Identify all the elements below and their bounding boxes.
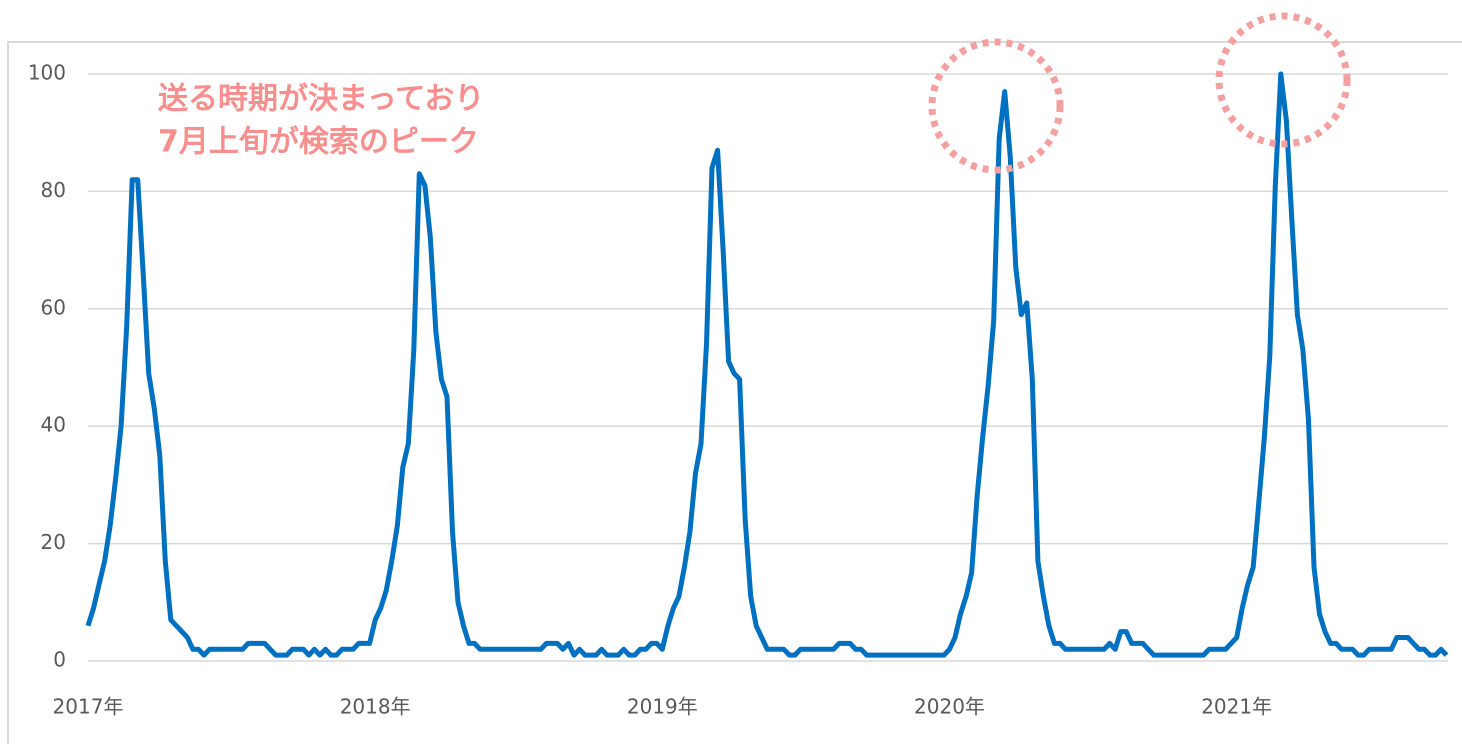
x-tick-label: 2019年: [627, 695, 698, 719]
y-tick-label: 0: [53, 648, 66, 672]
y-tick-label: 40: [41, 413, 66, 437]
annotation: 7月上旬が検索のピーク: [158, 125, 479, 160]
x-tick-label: 2020年: [914, 695, 985, 719]
y-tick-label: 80: [41, 178, 66, 202]
x-tick-label: 2018年: [340, 695, 411, 719]
y-tick-label: 60: [41, 295, 66, 319]
x-tick-label: 2021年: [1201, 695, 1272, 719]
line: [85, 71, 1449, 658]
highlight-circle: [928, 38, 1064, 174]
highlight-circle: [1215, 12, 1351, 148]
y-tick-label: 20: [41, 530, 66, 554]
x-tick-label: 2017年: [53, 695, 124, 719]
y-tick-label: 100: [28, 61, 66, 85]
chart-border: [7, 41, 1462, 744]
annotation: 送る時期が決まっており: [158, 82, 484, 117]
